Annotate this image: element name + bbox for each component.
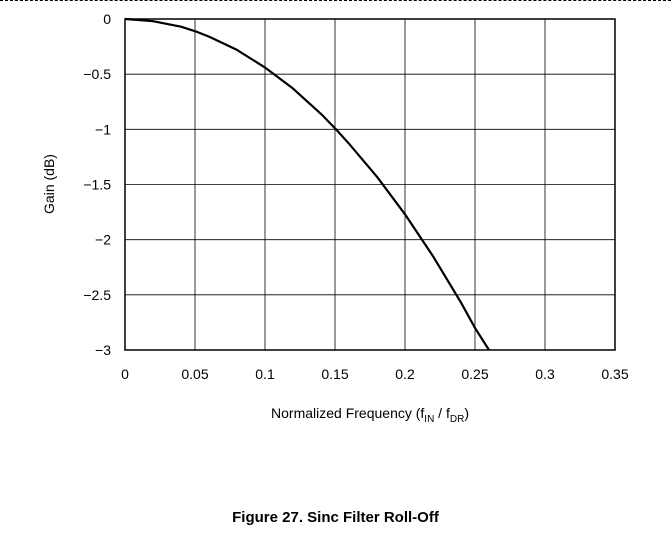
x-tick-label: 0.05 <box>181 366 208 382</box>
x-axis-label-sub-dr: DR <box>450 414 464 425</box>
y-tick-label: −3 <box>95 342 111 358</box>
y-tick-label: −2.5 <box>83 287 111 303</box>
x-axis-label: Normalized Frequency (fIN / fDR) <box>271 405 469 425</box>
x-tick-labels: 0 0.05 0.1 0.15 0.2 0.25 0.3 0.35 <box>121 366 629 382</box>
y-tick-label: 0 <box>103 11 111 27</box>
x-tick-label: 0.35 <box>601 366 628 382</box>
x-tick-label: 0.2 <box>395 366 415 382</box>
x-axis-label-suffix: ) <box>464 405 469 421</box>
chart-svg: 0−0.5−1−1.5−2−2.5−3 0 0.05 0.1 0.15 0.2 0.25 0… <box>41 11 629 425</box>
y-tick-label: −2 <box>95 232 111 248</box>
figure-caption: Figure 27. Sinc Filter Roll-Off <box>232 509 439 526</box>
gain-curve <box>124 17 490 351</box>
plot-area <box>124 18 616 351</box>
top-rule <box>0 0 671 1</box>
series-lines <box>124 17 490 351</box>
x-axis-label-prefix: Normalized Frequency (f <box>271 405 424 421</box>
y-tick-labels: 0 −0.5 −1 −1.5 −2 −2.5 −3 <box>83 11 111 358</box>
x-tick-label: 0.25 <box>461 366 488 382</box>
y-tick-label: −1.5 <box>83 177 111 193</box>
x-tick-label: 0.15 <box>321 366 348 382</box>
x-tick-label: 0 <box>121 366 129 382</box>
chart: 0 −0.5 −1 −1.5 −2 −2.5 −3 0 0.05 0.1 0.15 0.2 0.25 0… <box>41 11 629 425</box>
y-tick-label: −0.5 <box>83 66 111 82</box>
x-tick-label: 0.1 <box>255 366 275 382</box>
y-tick-label: −1 <box>95 121 111 137</box>
x-axis-label-middle: / f <box>434 405 450 421</box>
x-axis-label-sub-in: IN <box>424 414 434 425</box>
grid-lines <box>124 18 616 351</box>
x-tick-label: 0.3 <box>535 366 555 382</box>
y-axis-label: Gain (dB) <box>41 154 57 214</box>
